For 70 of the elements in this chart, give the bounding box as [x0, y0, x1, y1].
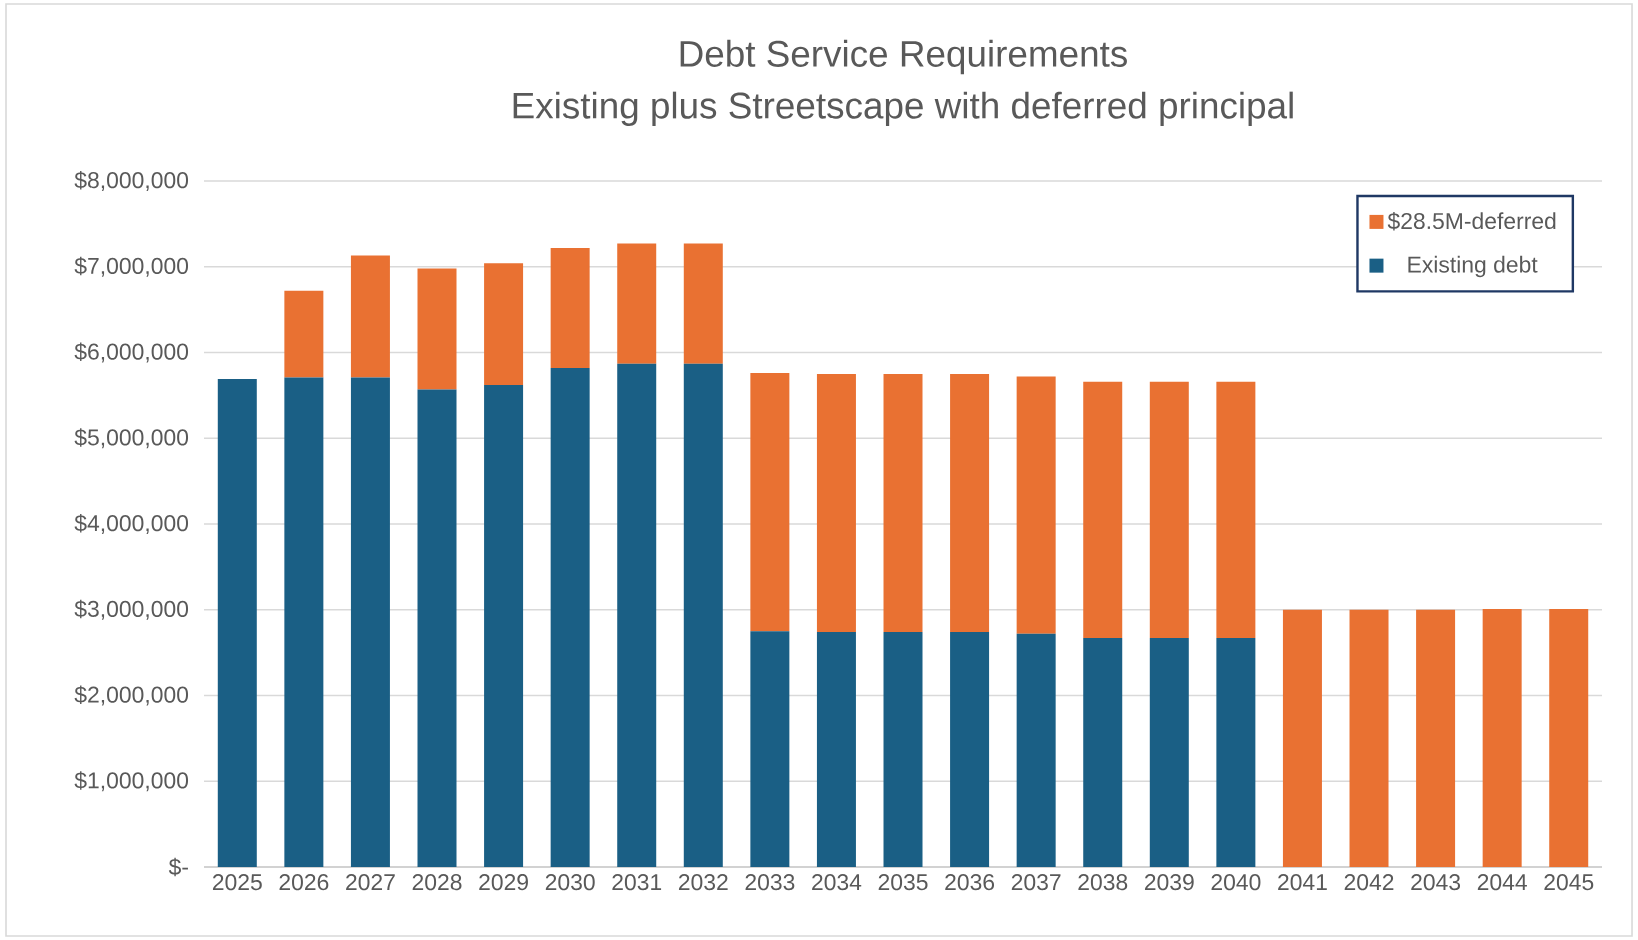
- legend-label: $28.5M-deferred: [1387, 211, 1556, 231]
- bar: [550, 367, 590, 867]
- bar: [950, 373, 990, 633]
- x-tick-label: 2043: [1411, 874, 1461, 891]
- y-tick-label: $1,000,000: [74, 771, 189, 792]
- y-tick-label: $8,000,000: [74, 171, 189, 191]
- y-tick-label: $3,000,000: [74, 599, 189, 620]
- chart-subtitle: Existing plus Streetscape with deferred principal: [513, 91, 1293, 127]
- x-tick-label: 2032: [678, 874, 728, 891]
- bar: [683, 363, 723, 867]
- y-tick-label: $5,000,000: [74, 428, 189, 449]
- bar: [750, 373, 790, 632]
- bar: [1282, 609, 1322, 867]
- bar: [1149, 381, 1189, 639]
- bar: [550, 247, 590, 368]
- bar: [417, 389, 457, 867]
- bar: [1016, 376, 1056, 634]
- bar: [816, 373, 856, 633]
- x-tick-label: 2040: [1211, 874, 1261, 891]
- bar: [617, 363, 657, 867]
- x-tick-label: 2045: [1544, 874, 1594, 891]
- bar: [1349, 609, 1389, 867]
- bar: [1149, 638, 1189, 867]
- bar: [750, 631, 790, 867]
- bar: [284, 290, 324, 378]
- bar: [484, 385, 524, 867]
- bar: [683, 243, 723, 364]
- y-tick-label: $-: [168, 857, 188, 877]
- x-tick-label: 2028: [412, 874, 462, 891]
- x-tick-label: 2033: [745, 874, 795, 891]
- bar: [1083, 638, 1123, 867]
- bar: [217, 379, 257, 867]
- legend-label: Existing debt: [1408, 255, 1538, 278]
- x-tick-label: 2029: [479, 874, 528, 891]
- bar: [417, 268, 457, 390]
- bar: [950, 632, 990, 867]
- x-tick-label: 2035: [878, 874, 928, 891]
- bar: [883, 373, 923, 633]
- chart-title: Debt Service Requirements: [680, 39, 1127, 75]
- y-tick-label: $2,000,000: [74, 685, 189, 706]
- bar: [1016, 633, 1056, 867]
- bar: [1549, 608, 1589, 867]
- x-tick-label: 2037: [1011, 874, 1061, 891]
- y-tick-label: $4,000,000: [74, 514, 189, 534]
- x-tick-label: 2026: [279, 874, 329, 891]
- y-tick-label: $7,000,000: [74, 256, 189, 277]
- x-tick-label: 2027: [346, 874, 395, 891]
- y-tick-label: $6,000,000: [74, 342, 189, 363]
- bar: [617, 243, 657, 364]
- x-tick-label: 2030: [545, 874, 595, 891]
- bar: [1216, 381, 1256, 639]
- bar: [883, 632, 923, 867]
- bar: [1083, 381, 1123, 639]
- bar: [816, 632, 856, 867]
- x-tick-label: 2044: [1477, 874, 1527, 891]
- x-tick-label: 2041: [1278, 874, 1327, 891]
- x-tick-label: 2036: [945, 874, 995, 891]
- x-tick-label: 2038: [1078, 874, 1128, 891]
- bar: [1216, 638, 1256, 867]
- x-tick-label: 2031: [612, 874, 662, 891]
- bar: [1482, 608, 1522, 867]
- x-tick-label: 2042: [1344, 874, 1394, 891]
- x-tick-label: 2034: [812, 874, 862, 891]
- x-tick-label: 2025: [212, 874, 262, 891]
- bar: [484, 263, 524, 386]
- bar: [350, 377, 390, 867]
- bar: [1416, 609, 1456, 867]
- bar: [284, 377, 324, 867]
- bar: [350, 255, 390, 378]
- x-tick-label: 2039: [1144, 874, 1194, 891]
